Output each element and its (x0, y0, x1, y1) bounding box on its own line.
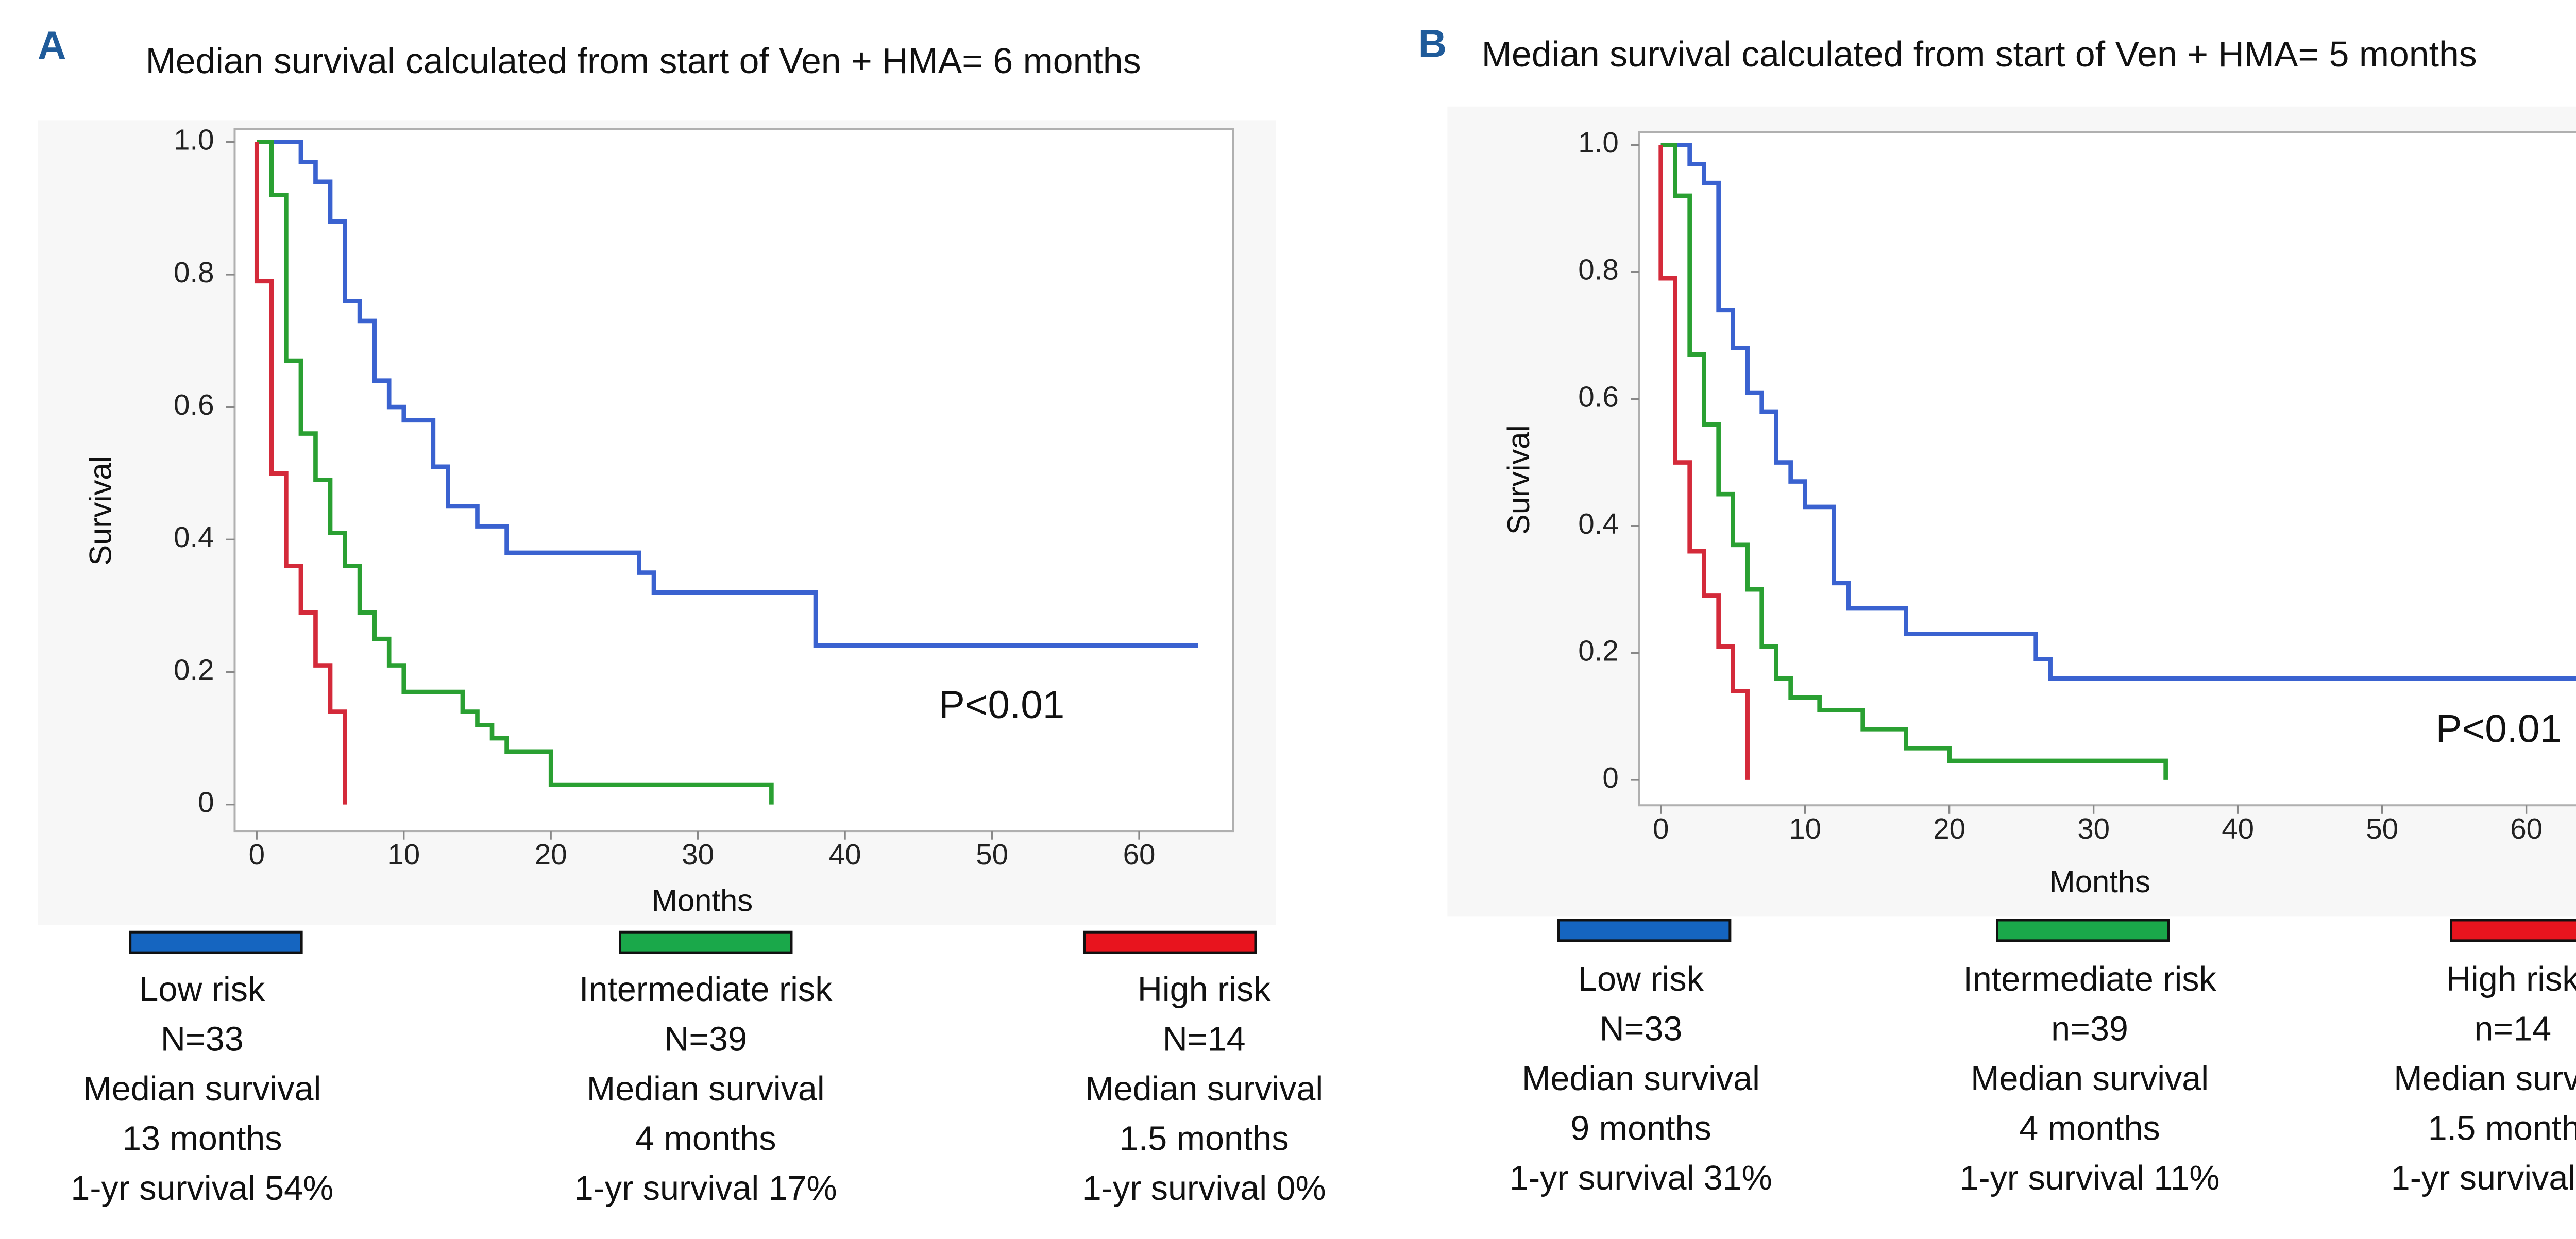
chart-title: Median survival calculated from start of… (146, 41, 1141, 81)
x-tick-label: 30 (682, 838, 714, 871)
y-tick-label: 0.8 (174, 256, 214, 288)
survival-curve (254, 142, 347, 805)
survival-curve (1658, 145, 1750, 780)
legend-detail: 1-yr survival 0% (2391, 1159, 2576, 1197)
p-value-annotation: P<0.01 (939, 683, 1064, 727)
legend-detail: n=39 (2051, 1010, 2128, 1048)
legend-detail: Median survival (83, 1070, 321, 1108)
y-tick-label: 0.6 (174, 388, 214, 421)
legend-swatch (1557, 919, 1732, 942)
legend-detail: 4 months (635, 1119, 776, 1158)
survival-curve (257, 140, 1198, 648)
y-tick-label: 1.0 (174, 124, 214, 156)
x-axis-label: Months (2049, 864, 2150, 899)
x-tick-label: 30 (2077, 812, 2110, 845)
panel-label: B (1418, 22, 1447, 66)
legend-detail: 1-yr survival 54% (71, 1169, 333, 1208)
y-tick-label: 0.4 (174, 521, 214, 553)
x-tick-label: 60 (1123, 838, 1156, 871)
legend-detail: Median survival (2394, 1060, 2576, 1098)
legend-detail: Median survival (587, 1070, 825, 1108)
legend-detail: 13 months (122, 1119, 282, 1158)
y-axis-label: Survival (83, 456, 117, 566)
x-tick-label: 40 (2222, 812, 2254, 845)
p-value-annotation: P<0.01 (2436, 707, 2562, 751)
x-tick-label: 10 (1789, 812, 1821, 845)
y-tick-label: 0 (1602, 761, 1618, 794)
chart-title: Median survival calculated from start of… (1482, 34, 2477, 74)
legend-detail: n=14 (2474, 1010, 2551, 1048)
legend-detail: 1.5 months (2428, 1109, 2576, 1147)
y-tick-label: 0 (198, 786, 214, 819)
x-tick-label: 40 (829, 838, 861, 871)
legend-label: Intermediate risk (1963, 960, 2216, 998)
x-tick-label: 60 (2510, 812, 2543, 845)
legend-label: Low risk (1578, 960, 1704, 998)
legend-label: Intermediate risk (579, 971, 833, 1009)
legend-swatch (1082, 930, 1257, 954)
x-tick-label: 0 (1653, 812, 1669, 845)
y-tick-label: 0.6 (1578, 380, 1619, 413)
legend-detail: 1-yr survival 17% (574, 1169, 837, 1208)
y-tick-label: 0.2 (1578, 634, 1619, 667)
legend-detail: 1-yr survival 11% (1960, 1159, 2220, 1197)
plot-frame (233, 128, 1234, 833)
survival-curve (257, 140, 774, 805)
legend-detail: N=33 (1600, 1010, 1683, 1048)
legend-swatch (1996, 919, 2170, 942)
y-tick-label: 0.8 (1578, 253, 1619, 286)
legend-detail: 9 months (1570, 1109, 1711, 1147)
legend-detail: Median survival (1522, 1060, 1760, 1098)
legend-label: Low risk (139, 971, 265, 1009)
legend-swatch (2450, 919, 2576, 942)
legend-swatch (129, 930, 303, 954)
legend-detail: 4 months (2019, 1109, 2160, 1147)
plot-frame (1638, 131, 2576, 807)
x-tick-label: 20 (1933, 812, 1965, 845)
y-tick-label: 0.2 (174, 653, 214, 686)
y-tick-label: 0.4 (1578, 507, 1619, 540)
legend-detail: N=33 (161, 1021, 244, 1059)
x-tick-label: 10 (387, 838, 420, 871)
x-tick-label: 50 (2366, 812, 2398, 845)
y-tick-label: 1.0 (1578, 126, 1619, 159)
legend-detail: N=14 (1163, 1021, 1246, 1059)
x-tick-label: 50 (976, 838, 1008, 871)
survival-curve (1660, 142, 2168, 780)
survival-curve (1660, 142, 2576, 681)
x-tick-label: 20 (535, 838, 567, 871)
legend-swatch (619, 930, 793, 954)
legend-detail: N=39 (664, 1021, 747, 1059)
legend-label: High risk (2446, 960, 2576, 998)
y-axis-label: Survival (1501, 425, 1536, 535)
legend-detail: Median survival (1971, 1060, 2209, 1098)
legend-detail: Median survival (1085, 1070, 1323, 1108)
x-axis-label: Months (652, 884, 753, 918)
legend-detail: 1-yr survival 0% (1082, 1169, 1326, 1208)
x-tick-label: 0 (249, 838, 265, 871)
legend-detail: 1-yr survival 31% (1510, 1159, 1772, 1197)
panel-label: A (38, 24, 66, 67)
legend-detail: 1.5 months (1120, 1119, 1289, 1158)
legend-label: High risk (1138, 971, 1271, 1009)
